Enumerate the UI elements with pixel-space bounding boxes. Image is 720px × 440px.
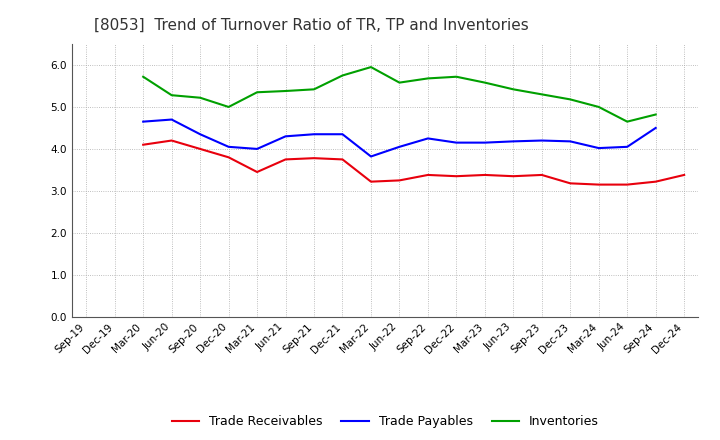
- Trade Receivables: [595, 182, 603, 187]
- Trade Payables: [652, 125, 660, 131]
- Line: Inventories: Inventories: [143, 67, 656, 121]
- Text: [8053]  Trend of Turnover Ratio of TR, TP and Inventories: [8053] Trend of Turnover Ratio of TR, TP…: [94, 18, 528, 33]
- Trade Receivables: [395, 178, 404, 183]
- Inventories: [253, 90, 261, 95]
- Trade Payables: [310, 132, 318, 137]
- Trade Receivables: [366, 179, 375, 184]
- Line: Trade Receivables: Trade Receivables: [143, 140, 684, 185]
- Inventories: [167, 92, 176, 98]
- Inventories: [480, 80, 489, 85]
- Trade Receivables: [225, 155, 233, 160]
- Trade Receivables: [253, 169, 261, 175]
- Trade Payables: [537, 138, 546, 143]
- Trade Payables: [225, 144, 233, 150]
- Trade Payables: [366, 154, 375, 159]
- Trade Payables: [452, 140, 461, 145]
- Trade Payables: [395, 144, 404, 150]
- Trade Payables: [338, 132, 347, 137]
- Inventories: [282, 88, 290, 94]
- Line: Trade Payables: Trade Payables: [143, 120, 656, 157]
- Trade Receivables: [167, 138, 176, 143]
- Trade Receivables: [196, 146, 204, 151]
- Inventories: [537, 92, 546, 97]
- Trade Payables: [509, 139, 518, 144]
- Inventories: [196, 95, 204, 100]
- Trade Payables: [566, 139, 575, 144]
- Trade Payables: [623, 144, 631, 150]
- Trade Payables: [253, 146, 261, 151]
- Inventories: [509, 87, 518, 92]
- Trade Receivables: [452, 173, 461, 179]
- Trade Receivables: [480, 172, 489, 178]
- Trade Payables: [282, 134, 290, 139]
- Trade Payables: [139, 119, 148, 124]
- Inventories: [566, 97, 575, 102]
- Trade Payables: [595, 146, 603, 151]
- Inventories: [225, 104, 233, 110]
- Trade Payables: [196, 132, 204, 137]
- Trade Receivables: [139, 142, 148, 147]
- Trade Receivables: [652, 179, 660, 184]
- Inventories: [452, 74, 461, 79]
- Inventories: [139, 74, 148, 79]
- Inventories: [395, 80, 404, 85]
- Trade Receivables: [310, 155, 318, 161]
- Trade Receivables: [566, 181, 575, 186]
- Trade Payables: [480, 140, 489, 145]
- Inventories: [623, 119, 631, 124]
- Legend: Trade Receivables, Trade Payables, Inventories: Trade Receivables, Trade Payables, Inven…: [166, 411, 604, 433]
- Trade Receivables: [537, 172, 546, 178]
- Inventories: [338, 73, 347, 78]
- Inventories: [366, 64, 375, 70]
- Trade Receivables: [509, 173, 518, 179]
- Trade Payables: [423, 136, 432, 141]
- Trade Receivables: [623, 182, 631, 187]
- Inventories: [652, 112, 660, 117]
- Inventories: [310, 87, 318, 92]
- Trade Receivables: [423, 172, 432, 178]
- Trade Receivables: [338, 157, 347, 162]
- Trade Receivables: [282, 157, 290, 162]
- Inventories: [595, 104, 603, 110]
- Trade Payables: [167, 117, 176, 122]
- Inventories: [423, 76, 432, 81]
- Trade Receivables: [680, 172, 688, 178]
